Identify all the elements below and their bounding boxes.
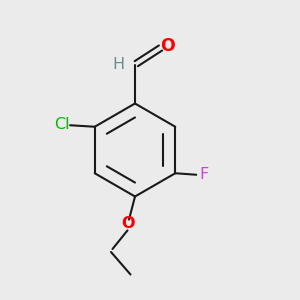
Text: H: H — [112, 57, 124, 72]
Text: O: O — [160, 38, 175, 56]
Text: Cl: Cl — [55, 117, 70, 132]
Text: F: F — [199, 167, 208, 182]
Text: O: O — [121, 216, 134, 231]
